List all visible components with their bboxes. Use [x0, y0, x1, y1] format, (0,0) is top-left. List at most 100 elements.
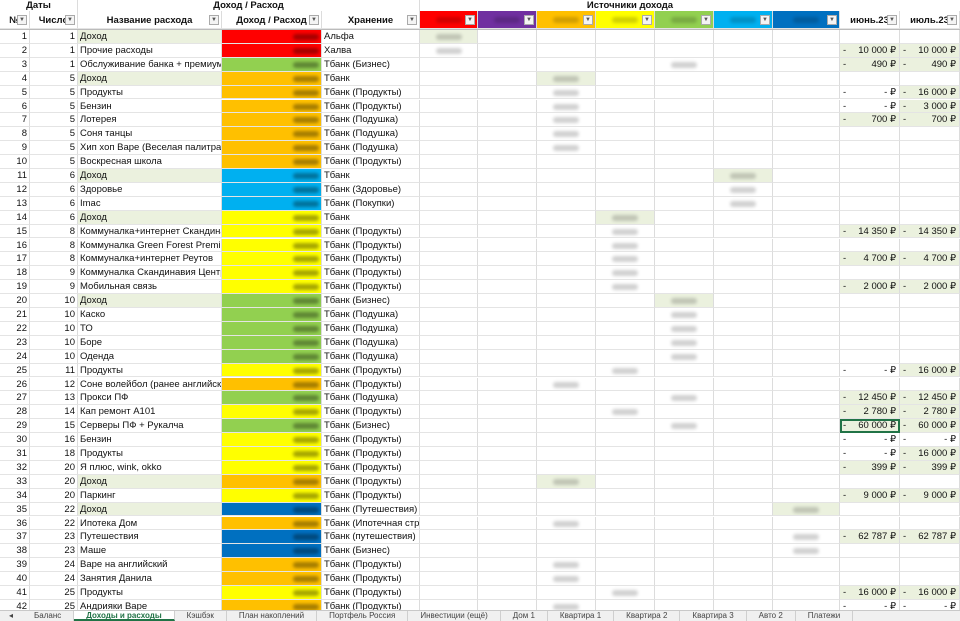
july-cell[interactable]: - 2 780 ₽ [900, 405, 960, 420]
source-cell[interactable] [420, 474, 478, 489]
source-cell[interactable] [537, 447, 596, 461]
source-cell[interactable] [420, 294, 478, 308]
july-cell[interactable]: -16 000 ₽ [900, 447, 960, 461]
source-cell[interactable] [537, 238, 596, 253]
source-cell[interactable] [537, 474, 596, 489]
source-cell[interactable] [596, 182, 655, 197]
storage-cell[interactable]: Тбанк (Подушка) [322, 308, 420, 322]
source-cell[interactable] [478, 252, 537, 267]
row-number-cell[interactable]: 29 [0, 419, 30, 434]
source-cell[interactable] [596, 572, 655, 586]
source-cell[interactable] [478, 30, 537, 44]
source-cell[interactable] [596, 447, 655, 461]
day-cell[interactable]: 9 [30, 266, 78, 281]
july-cell[interactable] [900, 321, 960, 336]
row-number-cell[interactable]: 32 [0, 460, 30, 475]
source-cell[interactable] [478, 113, 537, 128]
source-cell[interactable] [714, 280, 773, 295]
amount-cell[interactable] [222, 113, 322, 128]
source-cell[interactable] [655, 474, 714, 489]
filter-dropdown-icon[interactable]: ▼ [524, 15, 534, 25]
expense-name-cell[interactable]: ТО [78, 321, 222, 336]
day-cell[interactable]: 20 [30, 460, 78, 475]
july-cell[interactable] [900, 169, 960, 183]
row-number-cell[interactable]: 5 [0, 85, 30, 100]
storage-cell[interactable]: Тбанк (Продукты) [322, 280, 420, 295]
expense-name-cell[interactable]: Воскресная школа [78, 155, 222, 169]
source-cell[interactable] [596, 586, 655, 600]
june-cell[interactable] [840, 474, 900, 489]
source-cell[interactable] [596, 460, 655, 475]
expense-name-cell[interactable]: Бензин [78, 433, 222, 447]
source-cell[interactable] [420, 558, 478, 573]
june-cell[interactable] [840, 558, 900, 573]
amount-cell[interactable] [222, 349, 322, 364]
source-cell[interactable] [773, 321, 840, 336]
june-cell[interactable] [840, 141, 900, 156]
amount-cell[interactable] [222, 544, 322, 559]
day-cell[interactable]: 13 [30, 391, 78, 406]
expense-name-cell[interactable]: Маше [78, 544, 222, 559]
amount-cell[interactable] [222, 85, 322, 100]
source-cell[interactable] [714, 558, 773, 573]
source-cell[interactable] [655, 57, 714, 72]
day-cell[interactable]: 24 [30, 558, 78, 573]
june-cell[interactable] [840, 30, 900, 44]
source-cell[interactable] [655, 433, 714, 447]
source-cell[interactable] [420, 377, 478, 392]
amount-cell[interactable] [222, 43, 322, 58]
source-cell[interactable] [596, 266, 655, 281]
july-cell[interactable]: -16 000 ₽ [900, 85, 960, 100]
source-header-orange[interactable]: ▼ [537, 11, 596, 29]
storage-cell[interactable]: Тбанк (Путешествия) [322, 502, 420, 517]
june-cell[interactable]: - - ₽ [840, 599, 900, 610]
source-cell[interactable] [420, 321, 478, 336]
row-number-cell[interactable]: 14 [0, 210, 30, 225]
source-cell[interactable] [655, 127, 714, 142]
july-cell[interactable] [900, 294, 960, 308]
storage-cell[interactable]: Тбанк (Ипотечная страховка) [322, 516, 420, 531]
source-cell[interactable] [773, 99, 840, 114]
source-cell[interactable] [714, 210, 773, 225]
june-cell[interactable] [840, 349, 900, 364]
source-cell[interactable] [596, 30, 655, 44]
row-number-cell[interactable]: 26 [0, 377, 30, 392]
source-cell[interactable] [537, 57, 596, 72]
source-cell[interactable] [773, 544, 840, 559]
source-cell[interactable] [773, 516, 840, 531]
expense-name-cell[interactable]: Продукты [78, 586, 222, 600]
amount-cell[interactable] [222, 266, 322, 281]
day-cell[interactable]: 15 [30, 419, 78, 434]
expense-name-cell[interactable]: Доход [78, 474, 222, 489]
sheet-tab[interactable]: Авто 2 [747, 611, 796, 621]
filter-dropdown-icon[interactable]: ▼ [642, 15, 652, 25]
source-cell[interactable] [714, 169, 773, 183]
july-cell[interactable] [900, 544, 960, 559]
june-cell[interactable] [840, 335, 900, 350]
expense-name-cell[interactable]: Оденда [78, 349, 222, 364]
storage-cell[interactable]: Тбанк (Подушка) [322, 349, 420, 364]
sheet-tab[interactable]: Баланс [22, 611, 75, 621]
storage-cell[interactable]: Тбанк (Бизнес) [322, 57, 420, 72]
row-number-cell[interactable]: 9 [0, 141, 30, 156]
storage-cell[interactable]: Тбанк (Подушка) [322, 127, 420, 142]
amount-cell[interactable] [222, 460, 322, 475]
june-cell[interactable] [840, 377, 900, 392]
source-cell[interactable] [537, 530, 596, 545]
june-cell[interactable] [840, 155, 900, 169]
day-cell[interactable]: 10 [30, 349, 78, 364]
source-cell[interactable] [537, 349, 596, 364]
source-cell[interactable] [655, 544, 714, 559]
expense-name-cell[interactable]: Продукты [78, 447, 222, 461]
source-cell[interactable] [773, 599, 840, 610]
expense-name-cell[interactable]: Я плюс, wink, okko [78, 460, 222, 475]
storage-cell[interactable]: Тбанк (Продукты) [322, 474, 420, 489]
expense-name-cell[interactable]: Занятия Данила [78, 572, 222, 586]
source-cell[interactable] [537, 363, 596, 378]
row-number-cell[interactable]: 17 [0, 252, 30, 267]
source-cell[interactable] [596, 544, 655, 559]
day-cell[interactable]: 6 [30, 169, 78, 183]
sheet-tab[interactable]: Квартира 2 [614, 611, 681, 621]
source-cell[interactable] [773, 391, 840, 406]
source-cell[interactable] [596, 113, 655, 128]
